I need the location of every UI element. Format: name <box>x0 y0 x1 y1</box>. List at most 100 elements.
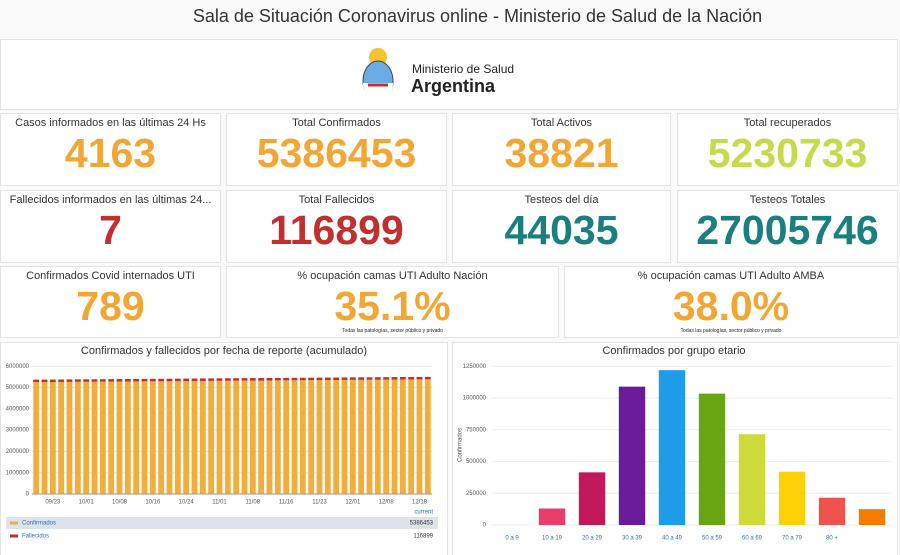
bar-segment <box>191 378 198 381</box>
bar-segment <box>124 378 131 382</box>
x-tick-label: 10/01 <box>79 500 95 506</box>
bar-segment <box>74 379 81 382</box>
bar-segment <box>358 379 365 494</box>
bar-segment <box>374 377 381 380</box>
bar-segment <box>341 379 348 494</box>
bar <box>658 370 686 525</box>
bar-segment <box>33 379 40 383</box>
y-tick-label: 3000000 <box>6 428 30 434</box>
bar-segment <box>91 379 98 382</box>
bar <box>578 472 606 525</box>
x-tick-label: 70 a 79 <box>782 536 803 542</box>
logo-line2: Argentina <box>411 76 496 96</box>
kpi-card: Testeos Totales 27005746 <box>677 190 898 263</box>
kpi-value: 27005746 <box>696 207 879 253</box>
bar-segment <box>349 377 356 380</box>
kpi-note: Todas las patologías, sector público y p… <box>680 328 782 334</box>
y-tick-label: 0 <box>26 492 30 498</box>
kpi-value: 44035 <box>504 207 619 253</box>
kpi-label: % ocupación camas UTI Adulto AMBA <box>637 270 825 282</box>
bar-segment <box>66 381 73 494</box>
bar-segment <box>374 379 381 494</box>
bar-segment <box>391 377 398 380</box>
legend-label: Confirmados <box>22 521 56 527</box>
x-tick-label: 11/08 <box>246 500 261 506</box>
bar-segment <box>133 378 140 382</box>
x-tick-label: 0 a 9 <box>505 536 519 542</box>
bar-segment <box>99 379 106 382</box>
bar-segment <box>349 379 356 494</box>
y-tick-label: 2000000 <box>6 449 30 455</box>
bar-segment <box>66 379 73 382</box>
bar-segment <box>116 379 123 382</box>
kpi-label: Testeos del día <box>524 194 599 206</box>
bar-segment <box>416 376 423 380</box>
bar-segment <box>74 381 81 494</box>
kpi-label: Total Activos <box>530 117 593 129</box>
bar-segment <box>91 381 98 494</box>
bar-segment <box>208 378 215 381</box>
x-tick-label: 12/01 <box>345 500 361 506</box>
logo-emblem <box>362 48 394 103</box>
bar-segment <box>216 378 223 381</box>
legend-row-bg <box>6 517 438 529</box>
bar <box>698 393 726 525</box>
x-tick-label: 09/23 <box>45 500 61 506</box>
bar-segment <box>291 377 298 381</box>
bar-segment <box>416 379 423 494</box>
kpi-card: Testeos del día 44035 <box>452 190 671 263</box>
y-tick-label: 1250000 <box>463 364 487 370</box>
bar-segment <box>324 377 331 381</box>
kpi-value: 38.0% <box>672 283 790 329</box>
legend-label: Fallecidos <box>22 534 49 540</box>
kpi-value: 35.1% <box>334 283 451 329</box>
y-tick-label: 5000000 <box>6 385 30 391</box>
kpi-value: 5230733 <box>707 130 868 176</box>
bar-segment <box>41 382 48 494</box>
bar <box>818 497 846 525</box>
bar-segment <box>408 379 415 494</box>
bar-segment <box>258 378 265 381</box>
bar-segment <box>158 378 165 382</box>
bar-segment <box>249 378 256 381</box>
kpi-card: Total Confirmados 5386453 <box>226 113 447 186</box>
kpi-card: Casos informados en las últimas 24 Hs 416… <box>0 113 221 186</box>
bar-segment <box>174 378 181 382</box>
bar-segment <box>316 377 323 381</box>
y-tick-label: 500000 <box>466 459 487 465</box>
bar-segment <box>183 381 190 494</box>
bar-segment <box>191 380 198 494</box>
bar-segment <box>424 379 431 494</box>
x-tick-label: 80 + <box>826 536 838 542</box>
bar-segment <box>358 377 365 380</box>
y-tick-label: 250000 <box>466 491 487 497</box>
bar-segment <box>333 377 340 380</box>
bar-segment <box>149 381 156 494</box>
x-tick-label: 60 a 69 <box>742 536 763 542</box>
kpi-label: Total Fallecidos <box>298 194 375 206</box>
y-tick-label: 750000 <box>466 427 487 433</box>
kpi-value: 7 <box>99 207 122 253</box>
x-tick-label: 11/16 <box>279 500 294 506</box>
bar-segment <box>108 381 115 494</box>
x-tick-label: 50 a 59 <box>702 536 723 542</box>
y-axis-label: Confirmados <box>458 428 464 462</box>
logo-line1: Ministerio de Salud <box>412 62 515 76</box>
bar-segment <box>299 380 306 494</box>
bar-segment <box>166 381 173 494</box>
bar-segment <box>366 377 373 380</box>
x-tick-label: 10 a 19 <box>542 536 563 542</box>
bar-segment <box>308 380 315 494</box>
bar-segment <box>216 380 223 494</box>
bar-segment <box>383 379 390 494</box>
bar-segment <box>174 381 181 494</box>
bar-segment <box>283 380 290 494</box>
bar-segment <box>41 379 48 383</box>
bar-segment <box>241 380 248 494</box>
bar-segment <box>233 378 240 381</box>
x-tick-label: 20 a 29 <box>582 536 603 542</box>
bar-segment <box>58 379 65 382</box>
bar-segment <box>208 380 215 494</box>
bar-segment <box>391 379 398 494</box>
bar-segment <box>33 382 40 494</box>
